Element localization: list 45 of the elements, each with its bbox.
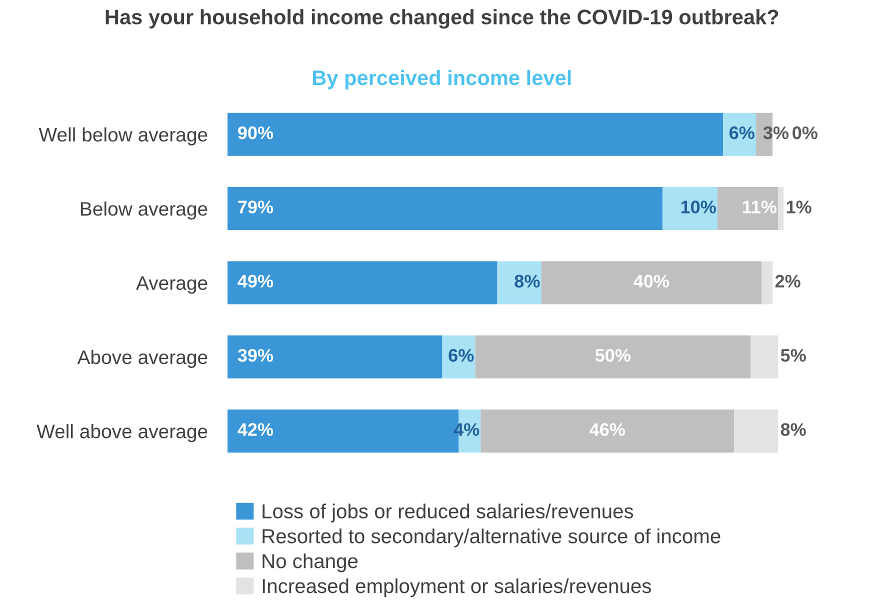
- legend-label: No change: [262, 553, 358, 572]
- legend-label: Resorted to secondary/alternative source of income: [262, 528, 720, 548]
- bar: [497, 261, 542, 304]
- data-label: 6%: [448, 348, 474, 362]
- data-label: 42%: [238, 423, 274, 436]
- y-tick-label: Above average: [77, 350, 208, 368]
- chart-subtitle: By perceived income level: [313, 70, 571, 90]
- bar: [734, 410, 778, 453]
- data-label: 10%: [681, 200, 716, 214]
- data-label: 5%: [780, 349, 806, 362]
- data-label: 50%: [595, 348, 630, 362]
- bar: [228, 187, 662, 230]
- chart-title: Has your household income changed since the COVID-19 outbreak?: [106, 9, 778, 29]
- bar: [228, 335, 442, 378]
- bar: [442, 335, 476, 378]
- data-label: 8%: [780, 423, 806, 436]
- data-label: 6%: [730, 126, 754, 140]
- data-label: 39%: [238, 348, 274, 362]
- data-label: 0%: [792, 126, 818, 140]
- data-label: 79%: [238, 200, 274, 214]
- legend-label: Loss of jobs or reduced salaries/revenues: [262, 504, 634, 522]
- bar: [480, 410, 734, 453]
- bar: [475, 335, 751, 378]
- y-tick-label: Well above average: [36, 424, 208, 442]
- bar: [662, 187, 718, 230]
- y-tick-label: Average: [136, 276, 208, 294]
- data-label: 49%: [238, 274, 274, 288]
- data-label: 90%: [238, 126, 274, 140]
- y-tick-label: Below average: [81, 202, 208, 220]
- bar: [228, 112, 724, 156]
- data-label: 11%: [742, 200, 776, 214]
- bar: [228, 261, 498, 304]
- bar: [762, 261, 773, 304]
- data-label: 46%: [590, 423, 625, 436]
- data-label: 3%: [763, 126, 788, 140]
- bar: [541, 261, 762, 304]
- data-label: 1%: [786, 200, 812, 214]
- bar: [778, 187, 784, 230]
- data-label: 2%: [775, 274, 800, 288]
- data-label: 40%: [634, 274, 670, 288]
- y-tick-label: Well below average: [38, 127, 208, 146]
- bar: [718, 187, 778, 230]
- bar: [750, 335, 778, 378]
- legend-label: Increased employment or salaries/revenues: [262, 578, 651, 598]
- data-label: 8%: [514, 274, 540, 288]
